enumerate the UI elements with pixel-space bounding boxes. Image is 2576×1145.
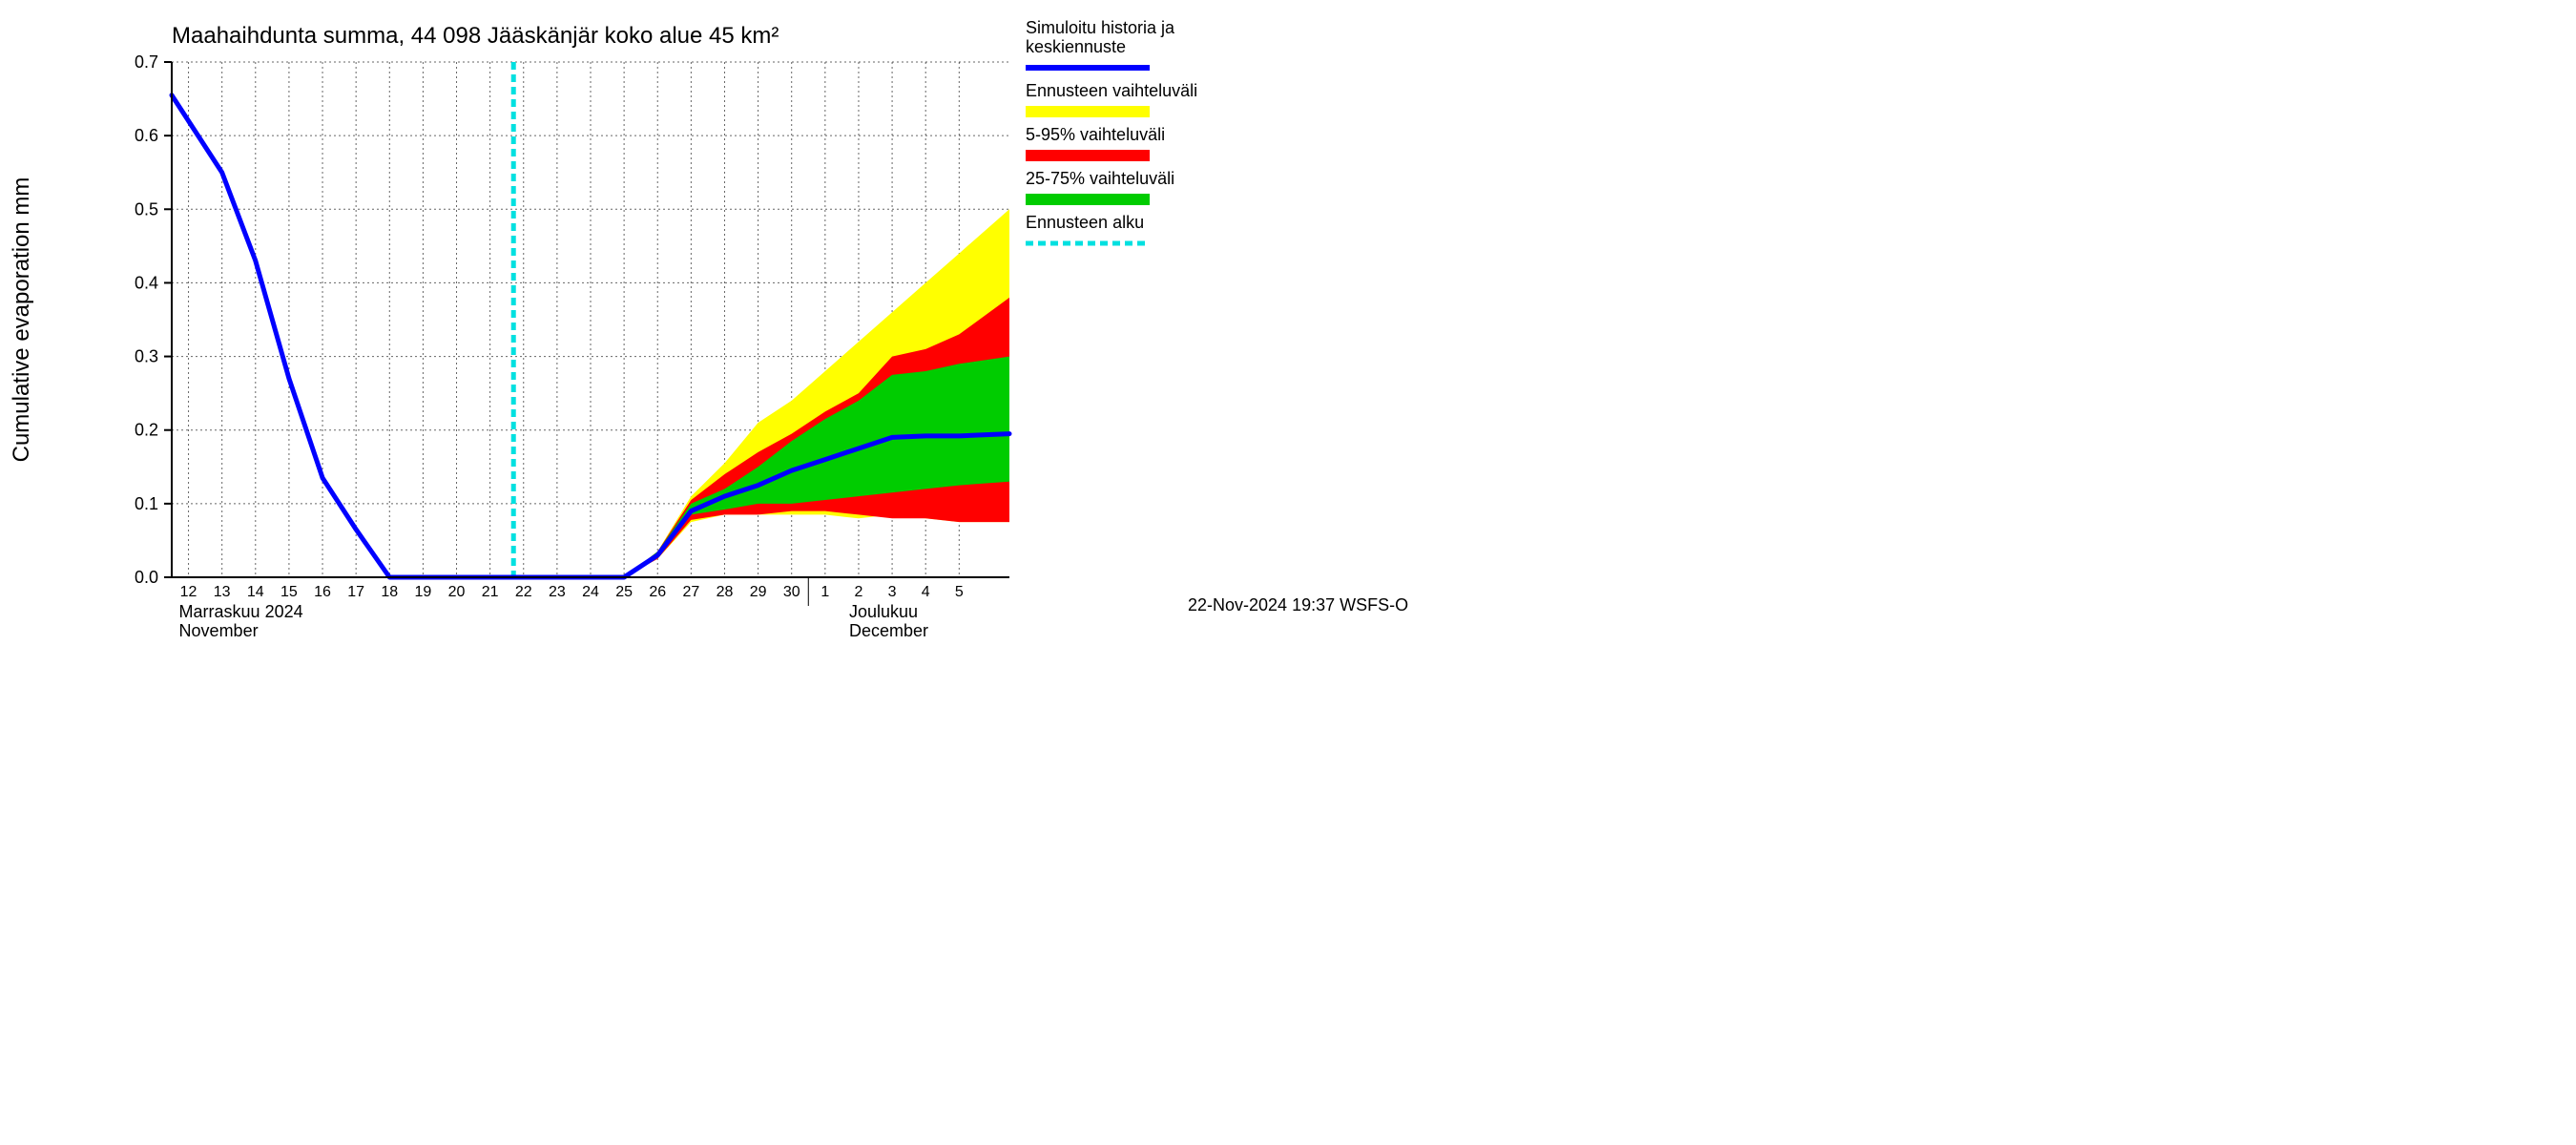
legend-item-label: keskiennuste — [1026, 37, 1126, 56]
y-tick-label: 0.6 — [135, 126, 158, 145]
x-tick-label: 25 — [615, 584, 633, 600]
y-tick-label: 0.1 — [135, 494, 158, 513]
y-tick-label: 0.7 — [135, 52, 158, 72]
x-tick-label: 14 — [247, 584, 264, 600]
x-tick-label: 29 — [750, 584, 767, 600]
legend-item-label: 5-95% vaihteluväli — [1026, 125, 1165, 144]
y-tick-label: 0.4 — [135, 273, 158, 292]
y-tick-label: 0.2 — [135, 421, 158, 440]
x-tick-label: 15 — [280, 584, 298, 600]
chart-svg: Maahaihdunta summa, 44 098 Jääskänjär ko… — [0, 0, 1431, 636]
x-tick-label: 17 — [347, 584, 364, 600]
month-label-bottom: December — [849, 621, 928, 636]
legend-item-label: Simuloitu historia ja — [1026, 18, 1175, 37]
month-label-top: Joulukuu — [849, 602, 918, 621]
footer-timestamp: 22-Nov-2024 19:37 WSFS-O — [1188, 595, 1408, 614]
x-tick-label: 27 — [682, 584, 699, 600]
chart-container: Maahaihdunta summa, 44 098 Jääskänjär ko… — [0, 0, 1431, 636]
x-tick-label: 3 — [888, 584, 897, 600]
y-tick-label: 0.0 — [135, 568, 158, 587]
chart-title: Maahaihdunta summa, 44 098 Jääskänjär ko… — [172, 23, 779, 49]
x-tick-label: 20 — [448, 584, 466, 600]
y-tick-label: 0.5 — [135, 199, 158, 219]
x-tick-label: 4 — [922, 584, 930, 600]
legend: Simuloitu historia jakeskiennuste Ennuste… — [1026, 18, 1197, 243]
x-tick-label: 18 — [381, 584, 398, 600]
x-tick-label: 23 — [549, 584, 566, 600]
x-tick-label: 12 — [180, 584, 197, 600]
legend-swatch — [1026, 106, 1150, 117]
y-axis-label: Cumulative evaporation mm — [9, 177, 34, 463]
x-tick-label: 22 — [515, 584, 532, 600]
y-tick-label: 0.3 — [135, 347, 158, 366]
x-tick-label: 16 — [314, 584, 331, 600]
month-label-top: Marraskuu 2024 — [179, 602, 303, 621]
x-tick-label: 26 — [649, 584, 666, 600]
legend-item-label: Ennusteen alku — [1026, 213, 1144, 232]
x-tick-label: 1 — [821, 584, 829, 600]
x-tick-label: 21 — [482, 584, 499, 600]
x-tick-label: 30 — [783, 584, 800, 600]
legend-swatch — [1026, 194, 1150, 205]
x-tick-label: 28 — [717, 584, 734, 600]
legend-swatch — [1026, 150, 1150, 161]
x-tick-label: 24 — [582, 584, 599, 600]
x-tick-label: 5 — [955, 584, 964, 600]
month-label-bottom: November — [179, 621, 259, 636]
legend-item-label: Ennusteen vaihteluväli — [1026, 81, 1197, 100]
x-tick-label: 19 — [415, 584, 432, 600]
x-tick-label: 2 — [855, 584, 863, 600]
x-tick-label: 13 — [214, 584, 231, 600]
plot-area: 0.00.10.20.30.40.50.60.71213141516171819… — [135, 52, 1009, 636]
legend-item-label: 25-75% vaihteluväli — [1026, 169, 1174, 188]
